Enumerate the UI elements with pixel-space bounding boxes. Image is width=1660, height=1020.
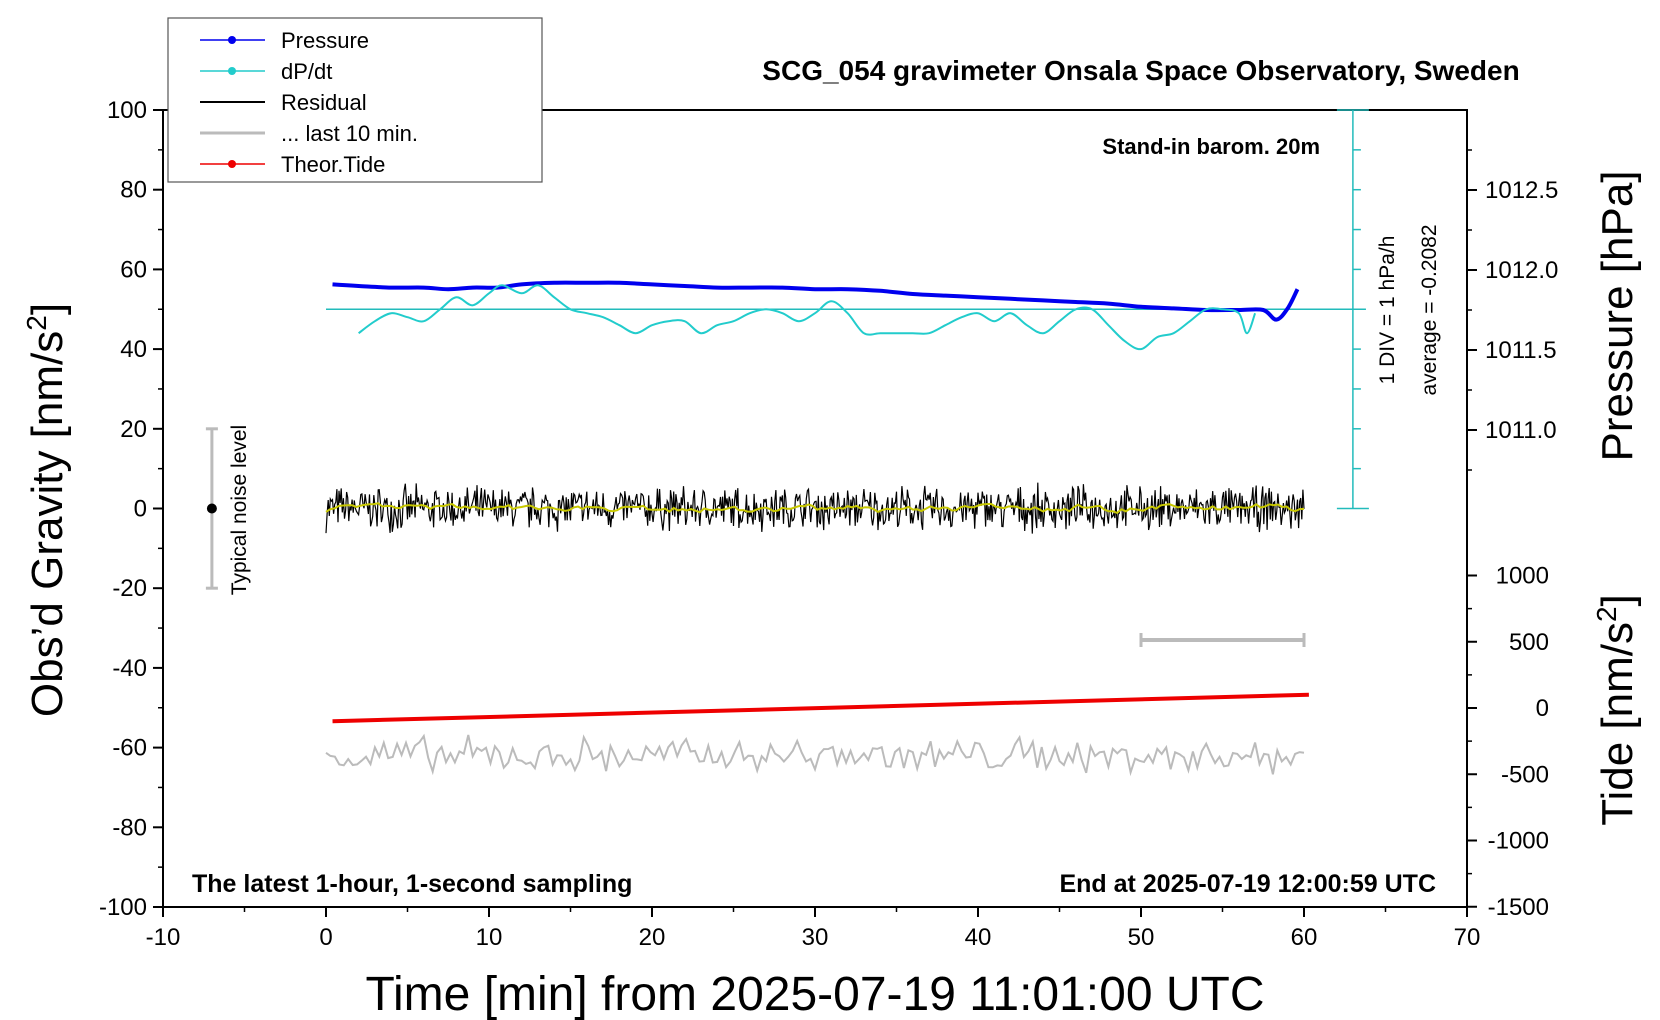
y-axis-left-ticks: -100 -80 -60 -40 -20 0 20 40 60 80 100 — [99, 97, 163, 921]
noise-bar-point — [206, 503, 217, 514]
barometer-annotation: Stand-in barom. 20m — [1102, 134, 1320, 159]
noise-annotation: Typical noise level — [228, 425, 251, 595]
y-tick-label: -80 — [112, 814, 147, 841]
legend-label: Residual — [281, 90, 367, 115]
legend-marker — [228, 36, 236, 44]
pressure-tick-label: 1012.5 — [1485, 177, 1558, 204]
y-tick-label: 100 — [107, 97, 147, 124]
x-tick-label: 60 — [1291, 924, 1318, 951]
tide-tick-label: 0 — [1536, 695, 1549, 722]
pressure-series-line — [332, 280, 1300, 322]
tide-axis-title-close: ] — [1593, 594, 1642, 606]
div-annotation: 1 DIV = 1 hPa/h — [1376, 236, 1399, 385]
x-tick-label: 10 — [476, 924, 503, 951]
y-tick-label: 80 — [120, 177, 147, 204]
chart-title: SCG_054 gravimeter Onsala Space Observat… — [762, 55, 1519, 86]
y-tick-label: -40 — [112, 655, 147, 682]
legend-label: dP/dt — [281, 59, 332, 84]
tide-axis-ticks: 1000 500 0 -500 -1000 -1500 — [1467, 563, 1549, 921]
legend-box — [167, 17, 543, 183]
y-tick-label: -20 — [112, 575, 147, 602]
y-tick-label: 0 — [134, 496, 147, 523]
y-axis-left-title: Obs’d Gravity [nm/s2] — [21, 303, 72, 717]
pressure-tick-label: 1012.0 — [1485, 257, 1558, 284]
tide-tick-label: -500 — [1501, 761, 1549, 788]
x-tick-label: 70 — [1454, 924, 1481, 951]
tide-axis-title-sup: 2 — [1591, 606, 1622, 622]
series-layer — [325, 280, 1309, 777]
pressure-tick-label: 1011.0 — [1485, 417, 1557, 444]
y-tick-label: -60 — [112, 735, 147, 762]
pressure-axis-ticks: 1011.0 1011.5 1012.0 1012.5 — [1467, 149, 1558, 471]
y-axis-left-title-text: Obs’d Gravity [nm/s — [23, 331, 72, 717]
x-tick-label: 20 — [639, 924, 666, 951]
y-tick-label: -100 — [99, 894, 147, 921]
y-axis-left-title-close: ] — [23, 303, 72, 315]
end-annotation: End at 2025-07-19 12:00:59 UTC — [1059, 870, 1436, 898]
legend-label: ... last 10 min. — [281, 121, 418, 146]
tide-axis-title: Tide [nm/s2] — [1591, 594, 1642, 826]
tide-tick-label: -1000 — [1488, 828, 1549, 855]
residual-series-line — [325, 482, 1305, 534]
tide-series-line — [332, 692, 1309, 724]
legend-label: Theor.Tide — [281, 152, 385, 177]
y-tick-label: 20 — [120, 416, 147, 443]
pressure-axis-title: Pressure [hPa] — [1593, 170, 1642, 461]
average-annotation: average = -0.2082 — [1418, 224, 1441, 395]
tide-tick-label: 500 — [1509, 629, 1549, 656]
legend-marker — [228, 160, 236, 168]
x-tick-label: 50 — [1128, 924, 1155, 951]
x-axis-title: Time [min] from 2025-07-19 11:01:00 UTC — [365, 968, 1264, 1020]
legend-marker — [228, 67, 236, 75]
pressure-tick-label: 1011.5 — [1485, 337, 1557, 364]
latest-annotation: The latest 1-hour, 1-second sampling — [192, 870, 632, 898]
x-tick-label: 0 — [319, 924, 332, 951]
noise-level-indicator — [205, 427, 218, 590]
last10-series-line — [325, 733, 1305, 777]
x-tick-label: -10 — [146, 924, 181, 951]
legend-label: Pressure — [281, 28, 369, 53]
tide-tick-label: -1500 — [1488, 894, 1549, 921]
residual-smoothed-line — [325, 502, 1305, 515]
x-axis-ticks: -10 0 10 20 30 40 50 60 70 — [146, 907, 1481, 951]
dpdt-series-line — [358, 284, 1257, 351]
y-tick-label: 60 — [120, 256, 147, 283]
x-tick-label: 40 — [965, 924, 992, 951]
y-tick-label: 40 — [120, 336, 147, 363]
y-axis-left-title-sup: 2 — [21, 315, 52, 331]
tide-axis-title-text: Tide [nm/s — [1593, 622, 1642, 826]
x-tick-label: 30 — [802, 924, 829, 951]
tide-tick-label: 1000 — [1496, 563, 1549, 590]
legend: Pressure dP/dt Residual ... last 10 min. The… — [167, 17, 543, 183]
